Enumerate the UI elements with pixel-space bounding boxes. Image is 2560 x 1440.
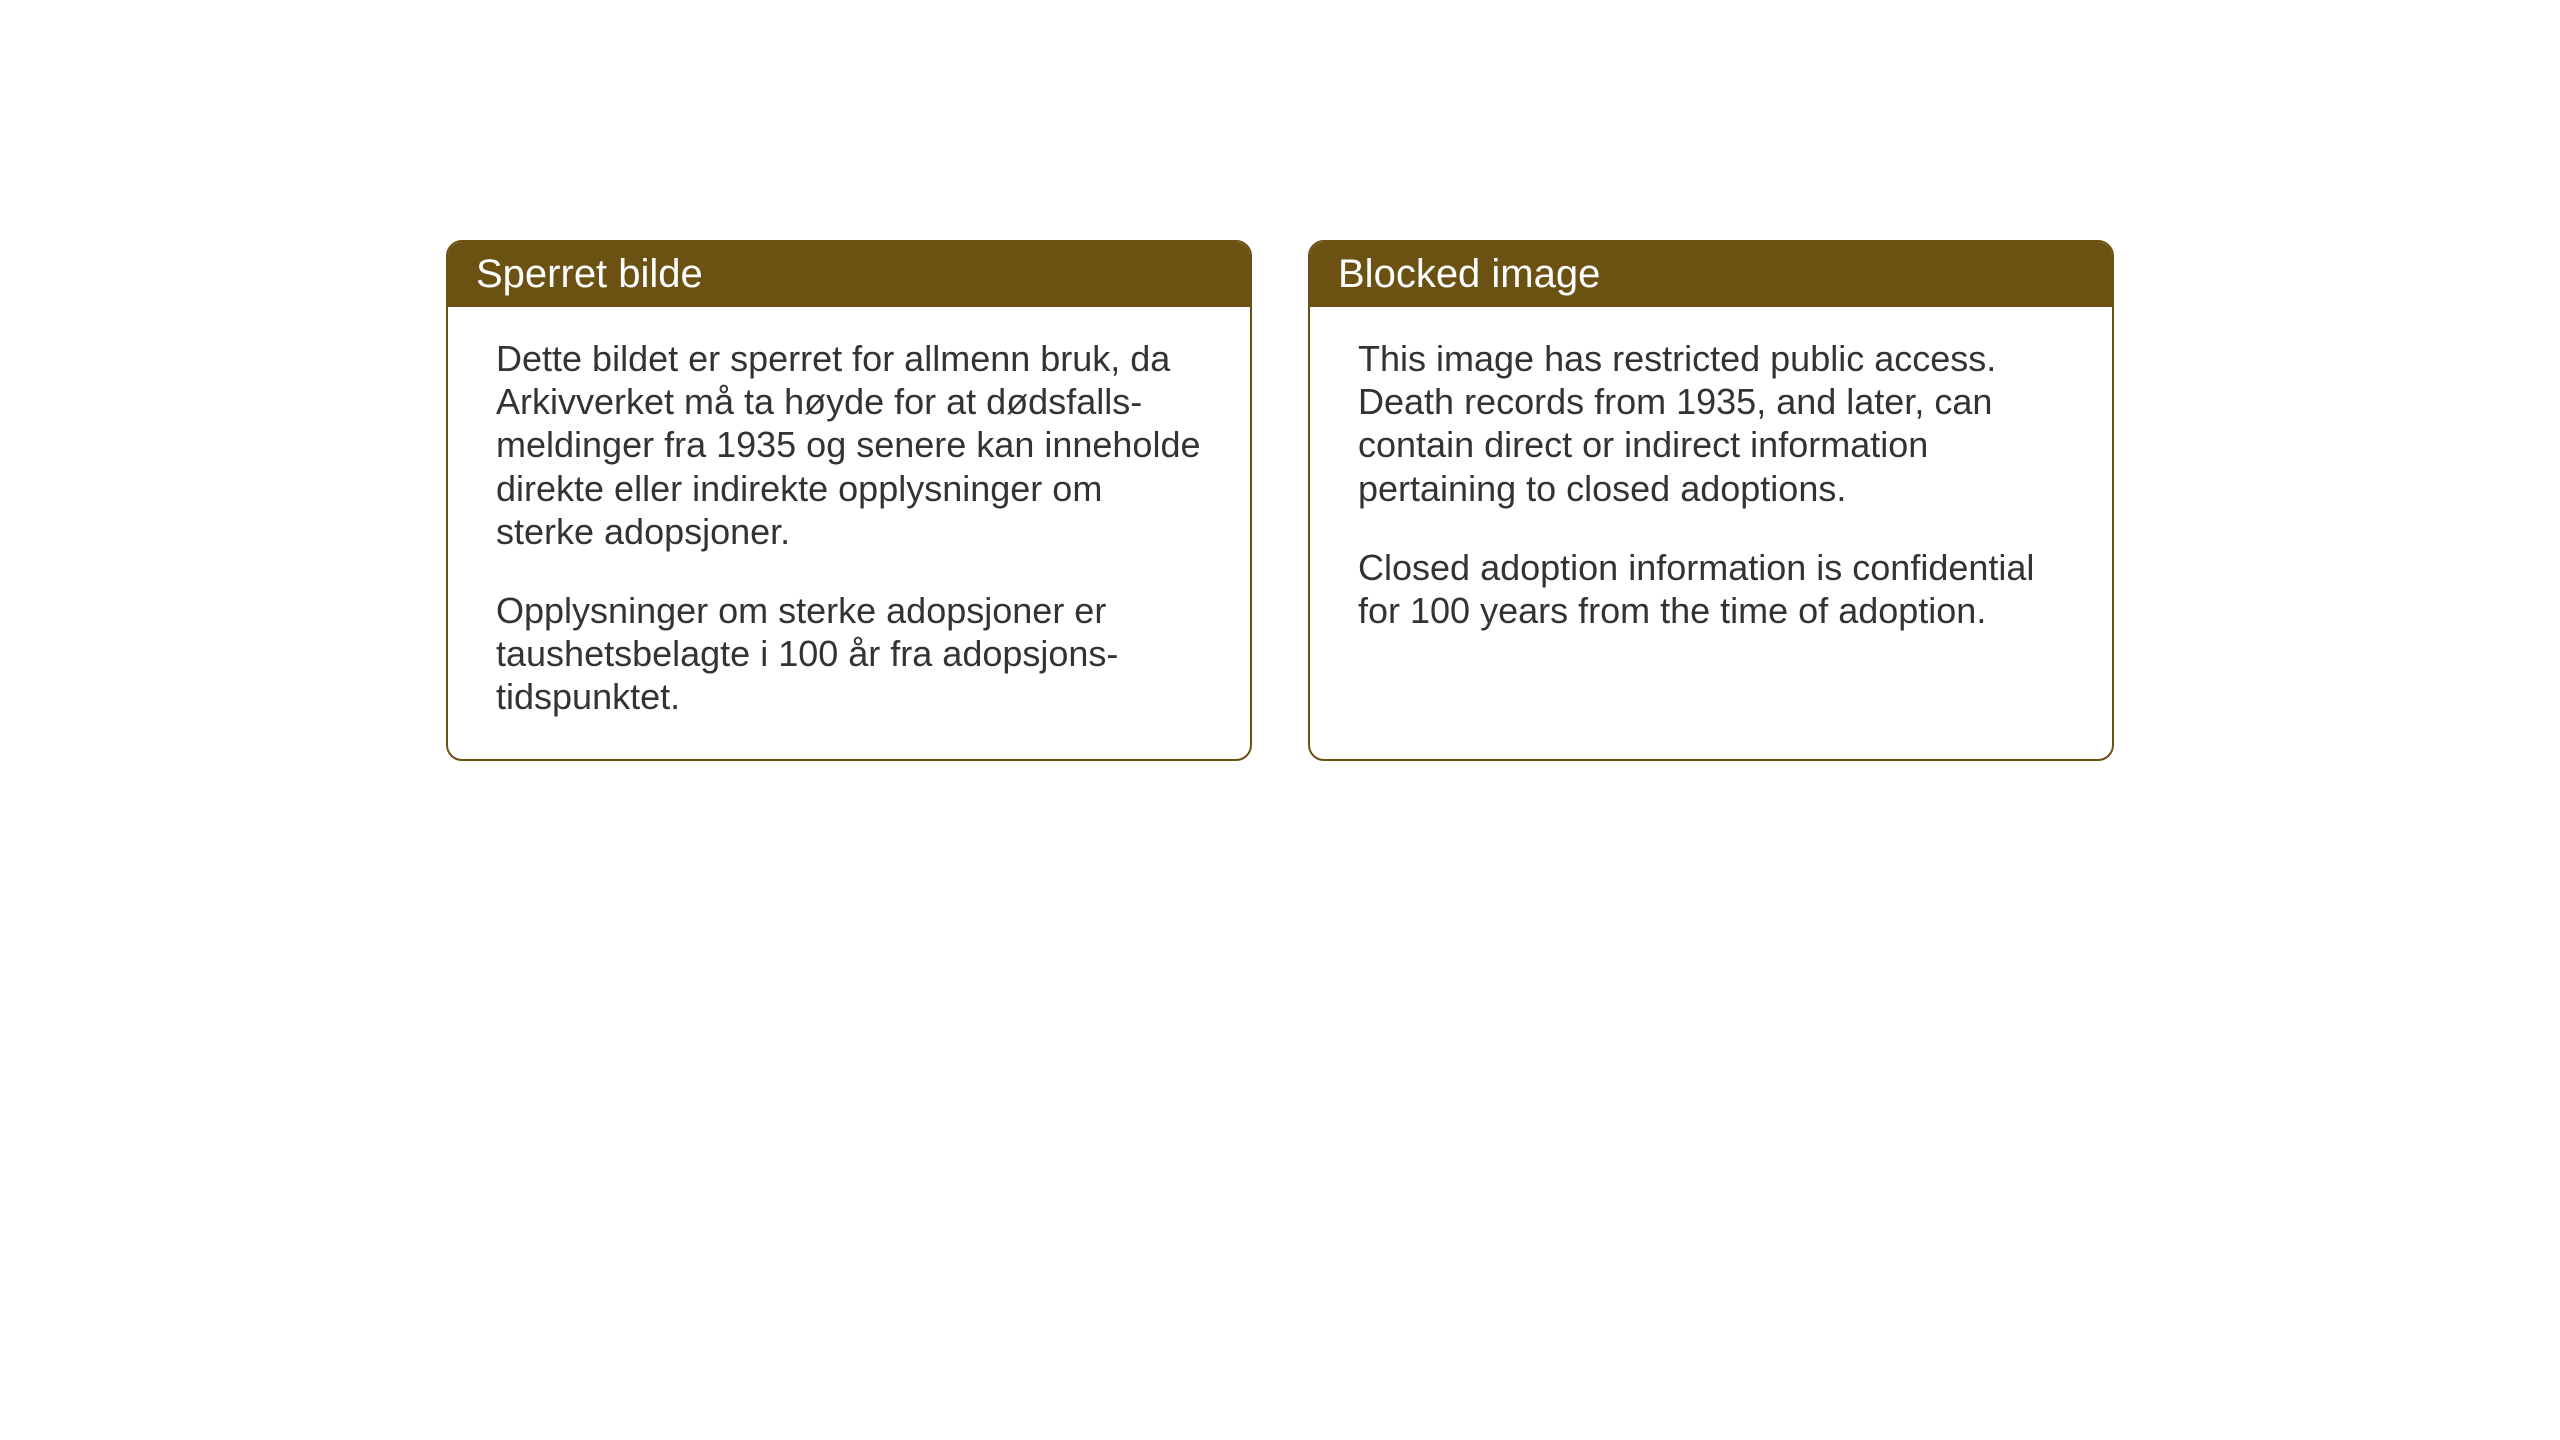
norwegian-card-title: Sperret bilde xyxy=(476,252,703,296)
norwegian-card-header: Sperret bilde xyxy=(448,242,1250,307)
cards-container: Sperret bilde Dette bildet er sperret fo… xyxy=(446,240,2114,761)
norwegian-paragraph-1: Dette bildet er sperret for allmenn bruk… xyxy=(496,337,1202,553)
norwegian-card: Sperret bilde Dette bildet er sperret fo… xyxy=(446,240,1252,761)
norwegian-paragraph-2: Opplysninger om sterke adopsjoner er tau… xyxy=(496,589,1202,719)
english-paragraph-2: Closed adoption information is confident… xyxy=(1358,546,2064,632)
english-card-header: Blocked image xyxy=(1310,242,2112,307)
english-paragraph-1: This image has restricted public access.… xyxy=(1358,337,2064,510)
english-card: Blocked image This image has restricted … xyxy=(1308,240,2114,761)
norwegian-card-body: Dette bildet er sperret for allmenn bruk… xyxy=(448,307,1250,759)
english-card-body: This image has restricted public access.… xyxy=(1310,307,2112,749)
english-card-title: Blocked image xyxy=(1338,252,1600,296)
